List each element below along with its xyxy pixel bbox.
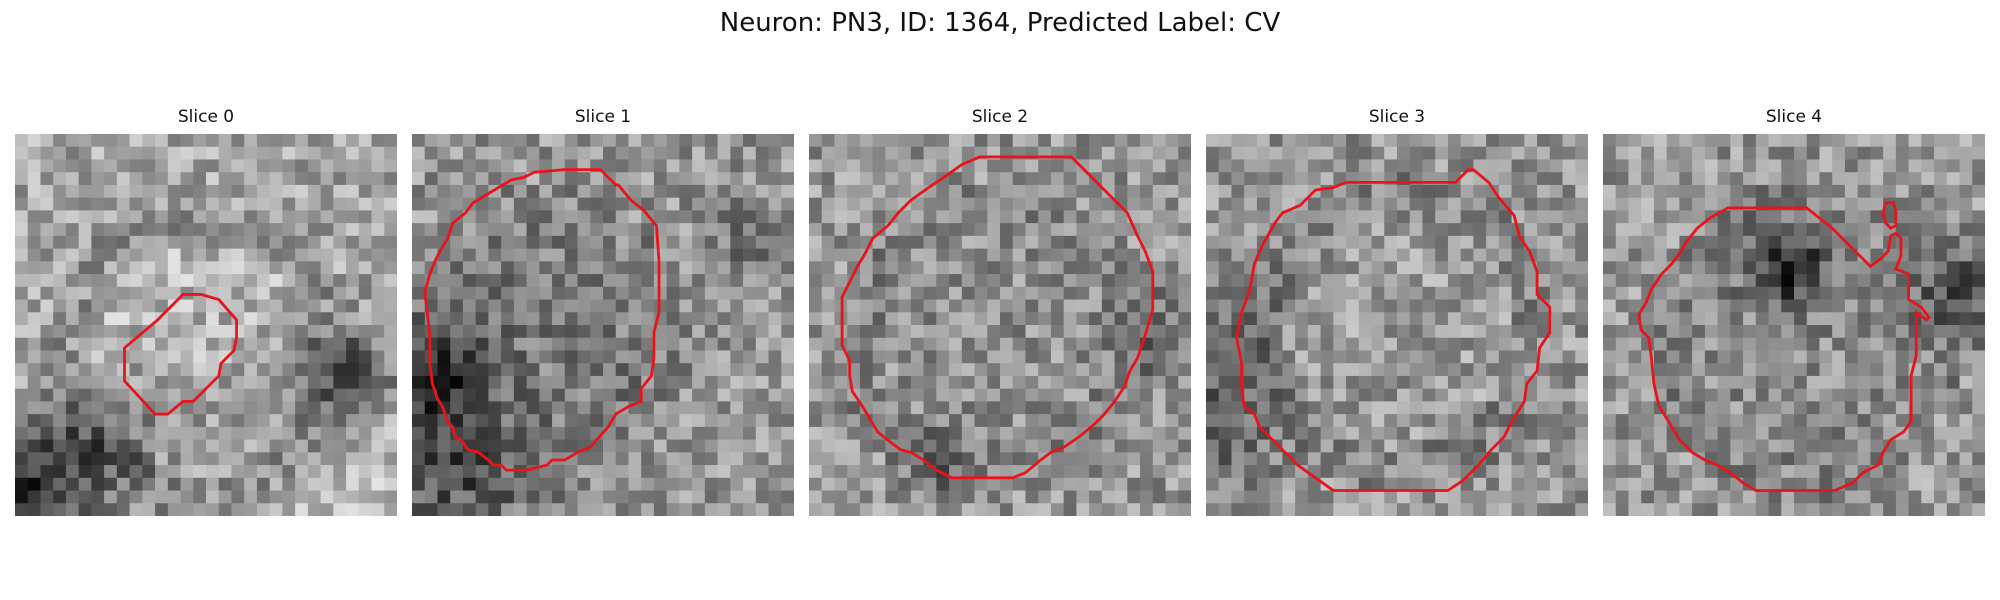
slice-svg-0 [15, 134, 397, 516]
slice-svg-4 [1603, 134, 1985, 516]
slice-panel-0: Slice 0 [15, 106, 397, 516]
slice-panel-3: Slice 3 [1206, 106, 1588, 516]
slice-panel-2: Slice 2 [809, 106, 1191, 516]
segmentation-contour-3 [1235, 168, 1552, 492]
slice-title-1: Slice 1 [574, 107, 632, 127]
slice-title-4: Slice 4 [1765, 107, 1823, 127]
grayscale-pixels-0 [15, 134, 397, 516]
slice-title-3: Slice 3 [1368, 107, 1426, 127]
slice-image-4 [1603, 134, 1985, 516]
segmentation-contour-4-small [1881, 201, 1898, 230]
segmentation-contour-0 [123, 293, 238, 416]
slice-image-0 [15, 134, 397, 516]
slice-title-0: Slice 0 [177, 107, 235, 127]
segmentation-contour-1 [423, 168, 661, 472]
figure-title: Neuron: PN3, ID: 1364, Predicted Label: … [719, 8, 1281, 38]
slice-svg-1 [412, 134, 794, 516]
slice-svg-2 [809, 134, 1191, 516]
slice-image-1 [412, 134, 794, 516]
slice-image-3 [1206, 134, 1588, 516]
segmentation-contour-4 [1637, 206, 1931, 492]
slice-panel-1: Slice 1 [412, 106, 794, 516]
grayscale-pixels-3 [1206, 134, 1588, 516]
slice-image-2 [809, 134, 1191, 516]
slice-title-2: Slice 2 [971, 107, 1029, 127]
slice-panel-4: Slice 4 [1603, 106, 1985, 516]
segmentation-contour-2 [840, 155, 1155, 480]
grayscale-pixels-2 [809, 134, 1191, 516]
grayscale-pixels-4 [1603, 134, 1985, 516]
slice-svg-3 [1206, 134, 1588, 516]
grayscale-pixels-1 [412, 134, 794, 516]
